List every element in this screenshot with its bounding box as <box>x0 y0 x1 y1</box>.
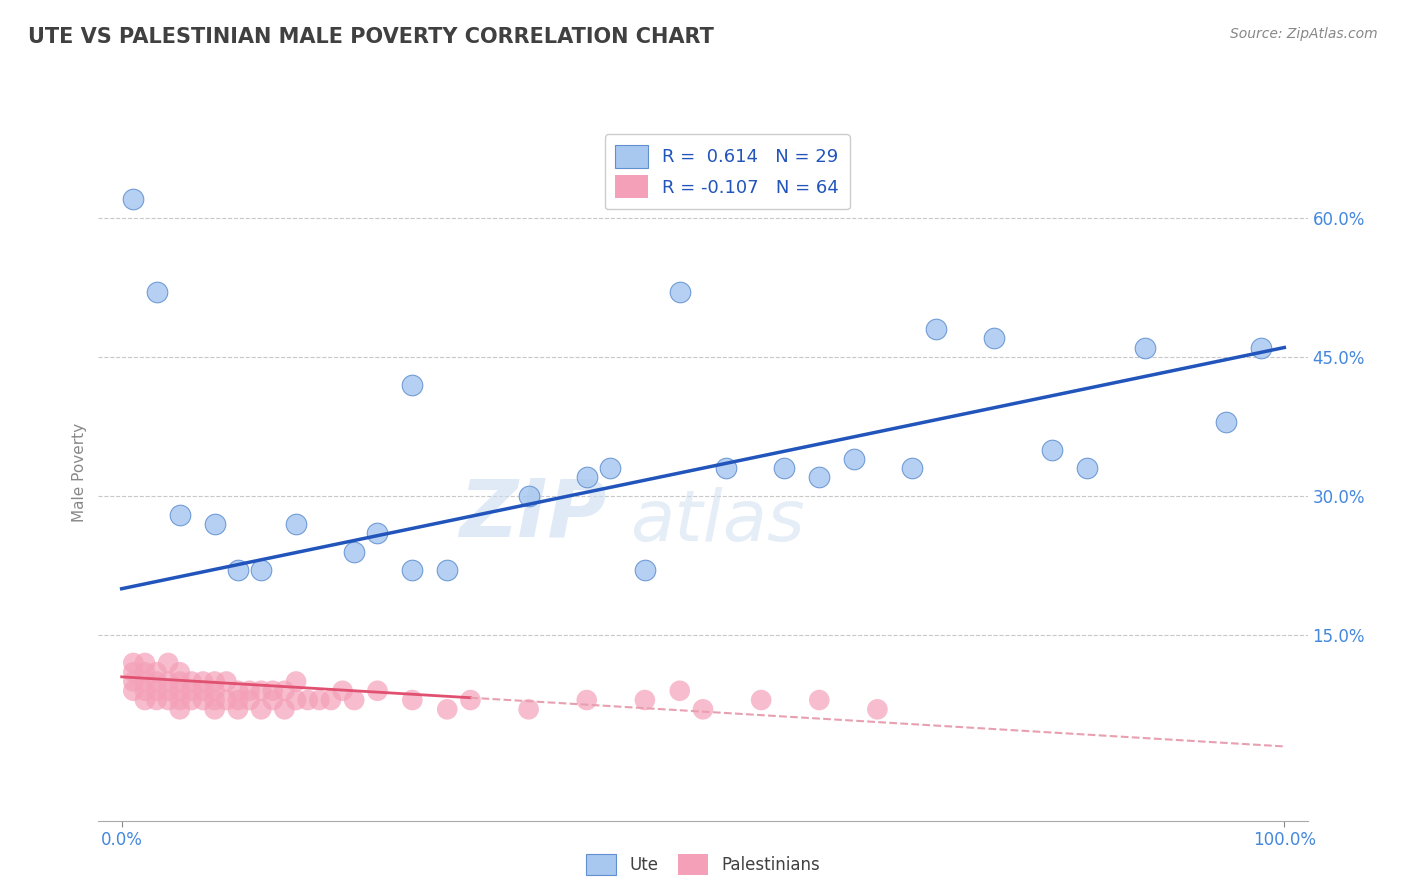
Point <box>262 683 284 698</box>
Point <box>134 674 156 689</box>
Point <box>749 693 772 707</box>
Point <box>122 192 145 206</box>
Point <box>169 665 191 680</box>
Point <box>145 683 167 698</box>
Point <box>157 693 180 707</box>
Point <box>285 693 308 707</box>
Point <box>180 674 202 689</box>
Legend: Ute, Palestinians: Ute, Palestinians <box>579 847 827 882</box>
Point <box>226 563 249 577</box>
Point <box>262 693 284 707</box>
Text: Source: ZipAtlas.com: Source: ZipAtlas.com <box>1230 27 1378 41</box>
Point <box>866 702 889 716</box>
Point <box>1133 341 1156 355</box>
Text: atlas: atlas <box>630 487 806 556</box>
Point <box>134 683 156 698</box>
Point <box>226 683 249 698</box>
Point <box>215 674 238 689</box>
Point <box>773 461 796 475</box>
Point <box>145 693 167 707</box>
Point <box>134 693 156 707</box>
Point <box>1040 442 1063 457</box>
Point <box>634 693 657 707</box>
Text: ZIP: ZIP <box>458 475 606 554</box>
Point <box>924 322 946 336</box>
Point <box>204 693 226 707</box>
Point <box>122 665 145 680</box>
Point <box>169 508 191 522</box>
Point <box>901 461 924 475</box>
Point <box>517 489 540 503</box>
Point <box>808 693 831 707</box>
Point <box>460 693 482 707</box>
Point <box>204 702 226 716</box>
Point <box>122 683 145 698</box>
Point <box>599 461 621 475</box>
Point <box>226 702 249 716</box>
Point <box>134 656 156 670</box>
Point <box>180 693 202 707</box>
Point <box>285 516 308 531</box>
Point <box>343 693 366 707</box>
Point <box>401 377 423 392</box>
Point <box>239 693 262 707</box>
Point <box>1250 341 1272 355</box>
Point <box>634 563 657 577</box>
Point <box>1076 461 1098 475</box>
Point <box>180 683 202 698</box>
Point <box>285 674 308 689</box>
Point <box>157 683 180 698</box>
Point <box>215 693 238 707</box>
Point <box>808 470 831 484</box>
Point <box>169 674 191 689</box>
Point <box>332 683 354 698</box>
Point <box>169 693 191 707</box>
Point <box>401 693 423 707</box>
Text: UTE VS PALESTINIAN MALE POVERTY CORRELATION CHART: UTE VS PALESTINIAN MALE POVERTY CORRELAT… <box>28 27 714 46</box>
Point <box>169 702 191 716</box>
Point <box>343 544 366 558</box>
Point <box>226 693 249 707</box>
Point <box>157 656 180 670</box>
Point <box>204 683 226 698</box>
Point <box>436 563 458 577</box>
Point <box>716 461 738 475</box>
Point <box>273 683 295 698</box>
Point <box>575 470 598 484</box>
Point <box>250 683 273 698</box>
Point <box>145 674 167 689</box>
Point <box>983 331 1005 345</box>
Point <box>191 683 214 698</box>
Point <box>366 683 388 698</box>
Y-axis label: Male Poverty: Male Poverty <box>72 423 87 523</box>
Point <box>250 702 273 716</box>
Point <box>436 702 458 716</box>
Point <box>204 674 226 689</box>
Point <box>157 674 180 689</box>
Point <box>273 702 295 716</box>
Point <box>844 451 866 466</box>
Point <box>134 665 156 680</box>
Point <box>145 285 167 299</box>
Point <box>668 285 690 299</box>
Point <box>1215 415 1237 429</box>
Point <box>122 674 145 689</box>
Point <box>191 674 214 689</box>
Point <box>401 563 423 577</box>
Point <box>169 683 191 698</box>
Point <box>250 563 273 577</box>
Point <box>692 702 714 716</box>
Point <box>517 702 540 716</box>
Point <box>204 516 226 531</box>
Point <box>145 665 167 680</box>
Point <box>319 693 342 707</box>
Point <box>122 656 145 670</box>
Point <box>575 693 598 707</box>
Point <box>308 693 330 707</box>
Point <box>668 683 690 698</box>
Point <box>297 693 319 707</box>
Point <box>191 693 214 707</box>
Point <box>239 683 262 698</box>
Point <box>366 526 388 541</box>
